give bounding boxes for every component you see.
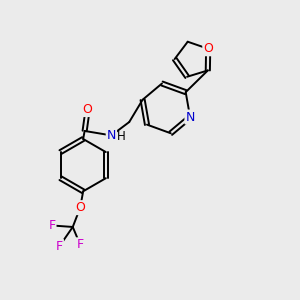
Text: O: O bbox=[203, 42, 213, 55]
Text: N: N bbox=[107, 129, 116, 142]
Text: F: F bbox=[48, 219, 56, 232]
Text: F: F bbox=[76, 238, 84, 251]
Text: N: N bbox=[185, 110, 195, 124]
Text: O: O bbox=[75, 201, 85, 214]
Text: H: H bbox=[117, 130, 126, 143]
Text: F: F bbox=[56, 240, 63, 253]
Text: O: O bbox=[83, 103, 93, 116]
